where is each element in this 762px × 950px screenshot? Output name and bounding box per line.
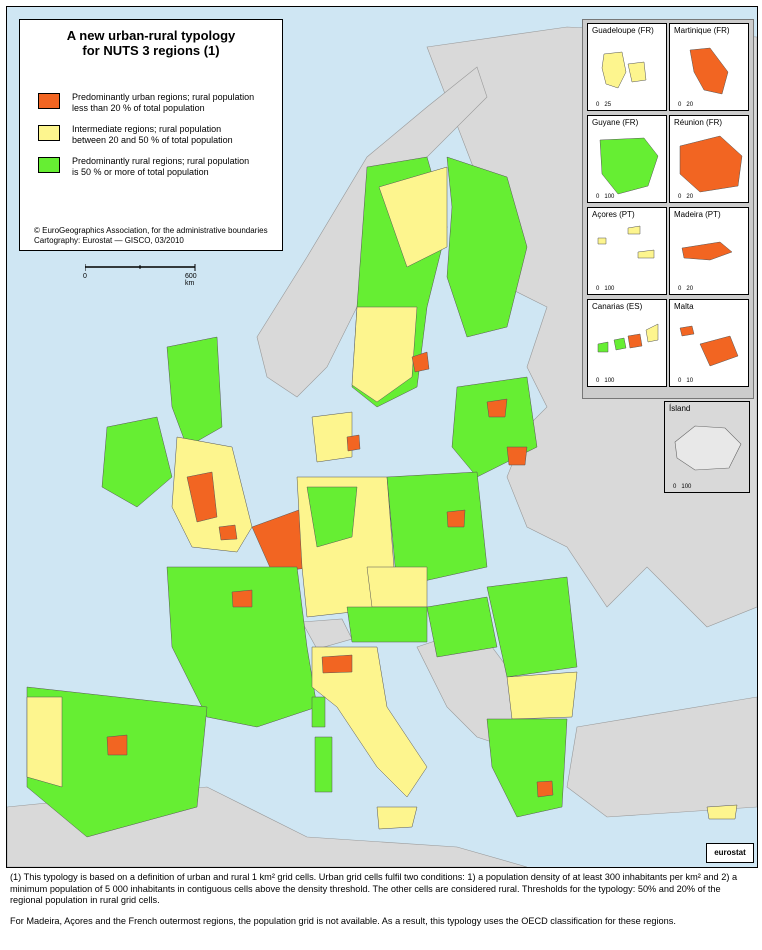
legend-title-line2: for NUTS 3 regions (1) xyxy=(82,43,220,58)
region-warsaw xyxy=(446,509,466,528)
legend-label-intermediate-1: Intermediate regions; rural population xyxy=(72,124,222,134)
region-sweden-south xyxy=(351,306,418,403)
region-germany-rural xyxy=(306,486,358,548)
region-romania xyxy=(486,576,578,678)
legend-label-urban-2: less than 20 % of total population xyxy=(72,103,205,113)
legend-title-line1: A new urban-rural typology xyxy=(66,28,236,43)
region-po-valley xyxy=(321,654,353,674)
legend-label-intermediate-2: between 20 and 50 % of total population xyxy=(72,135,233,145)
inset-label: Guadeloupe (FR) xyxy=(592,26,654,35)
inset-label: Ísland xyxy=(669,404,691,413)
inset-scale: 0 20 xyxy=(678,102,694,108)
region-bulgaria xyxy=(506,671,578,720)
inset-label: Martinique (FR) xyxy=(674,26,730,35)
legend-box: A new urban-rural typology for NUTS 3 re… xyxy=(19,19,283,251)
footnote: (1) This typology is based on a definiti… xyxy=(10,872,752,936)
inset-madeira: Madeira (PT) 0 20 xyxy=(669,207,749,295)
legend-swatch-rural xyxy=(38,157,60,173)
region-paris xyxy=(231,589,253,608)
inset-guadeloupe: Guadeloupe (FR) 0 25 xyxy=(587,23,667,111)
legend-swatch-urban xyxy=(38,93,60,109)
region-sicily xyxy=(376,806,418,830)
region-copenhagen xyxy=(346,434,361,452)
scale-end: 600 km xyxy=(185,273,197,287)
inset-scale: 0 100 xyxy=(596,194,615,200)
region-madrid xyxy=(106,734,128,756)
region-austria xyxy=(346,606,428,643)
inset-label: Guyane (FR) xyxy=(592,118,639,127)
region-riga xyxy=(486,398,508,418)
region-london xyxy=(218,524,238,541)
inset-scale: 0 100 xyxy=(673,484,692,490)
region-sardinia xyxy=(314,736,333,793)
inset-martinique: Martinique (FR) 0 20 xyxy=(669,23,749,111)
region-italy xyxy=(311,646,428,798)
non-eu-switzerland xyxy=(301,618,353,650)
inset-scale: 0 10 xyxy=(678,378,694,384)
region-czech xyxy=(366,566,428,608)
region-france xyxy=(166,566,318,728)
legend-label-rural-2: is 50 % or more of total population xyxy=(72,167,209,177)
inset-scale: 0 100 xyxy=(596,286,615,292)
inset-reunion: Réunion (FR) 0 20 xyxy=(669,115,749,203)
inset-label: Açores (PT) xyxy=(592,210,635,219)
inset-island: Ísland 0 100 xyxy=(664,401,750,493)
region-vilnius xyxy=(506,446,528,466)
legend-swatch-intermediate xyxy=(38,125,60,141)
legend-label-urban-1: Predominantly urban regions; rural popul… xyxy=(72,92,255,102)
region-ireland xyxy=(101,416,173,508)
region-athens xyxy=(536,780,554,798)
legend-title: A new urban-rural typology for NUTS 3 re… xyxy=(20,28,282,58)
region-stockholm xyxy=(411,351,430,373)
region-poland xyxy=(386,471,488,588)
inset-malta: Malta 0 10 xyxy=(669,299,749,387)
footnote-paragraph-2: For Madeira, Açores and the French outer… xyxy=(10,915,676,926)
region-corsica xyxy=(311,696,326,728)
logo-text: eurostat xyxy=(714,848,746,857)
region-portugal xyxy=(26,696,63,788)
inset-scale: 0 100 xyxy=(596,378,615,384)
region-greece xyxy=(486,718,568,818)
inset-label: Madeira (PT) xyxy=(674,210,721,219)
inset-canarias: Canarias (ES) 0 100 xyxy=(587,299,667,387)
region-hungary xyxy=(426,596,498,658)
eurostat-logo: eurostat xyxy=(706,843,754,863)
non-eu-turkey xyxy=(566,696,757,818)
europe-map xyxy=(7,26,757,867)
legend-label-rural-1: Predominantly rural regions; rural popul… xyxy=(72,156,250,166)
inset-scale: 0 20 xyxy=(678,194,694,200)
footnote-paragraph-1: (1) This typology is based on a definiti… xyxy=(10,872,738,905)
region-denmark xyxy=(311,411,353,463)
region-gb-urban xyxy=(186,471,218,523)
region-finland xyxy=(446,156,528,338)
region-finland-north xyxy=(378,166,448,268)
credit: © EuroGeographics Association, for the a… xyxy=(34,226,268,246)
inset-scale: 0 20 xyxy=(678,286,694,292)
inset-label: Malta xyxy=(674,302,694,311)
map-frame: A new urban-rural typology for NUTS 3 re… xyxy=(6,6,758,868)
inset-label: Canarias (ES) xyxy=(592,302,643,311)
inset-guyane: Guyane (FR) 0 100 xyxy=(587,115,667,203)
region-cyprus xyxy=(706,804,738,820)
inset-label: Réunion (FR) xyxy=(674,118,723,127)
credit-line2: Cartography: Eurostat — GISCO, 03/2010 xyxy=(34,236,184,245)
region-gb-north xyxy=(166,336,223,448)
inset-acores: Açores (PT) 0 100 xyxy=(587,207,667,295)
inset-scale: 0 25 xyxy=(596,102,612,108)
scale-bar: 0 600 km xyxy=(83,263,205,287)
credit-line1: © EuroGeographics Association, for the a… xyxy=(34,226,268,235)
scale-start: 0 xyxy=(83,273,87,280)
